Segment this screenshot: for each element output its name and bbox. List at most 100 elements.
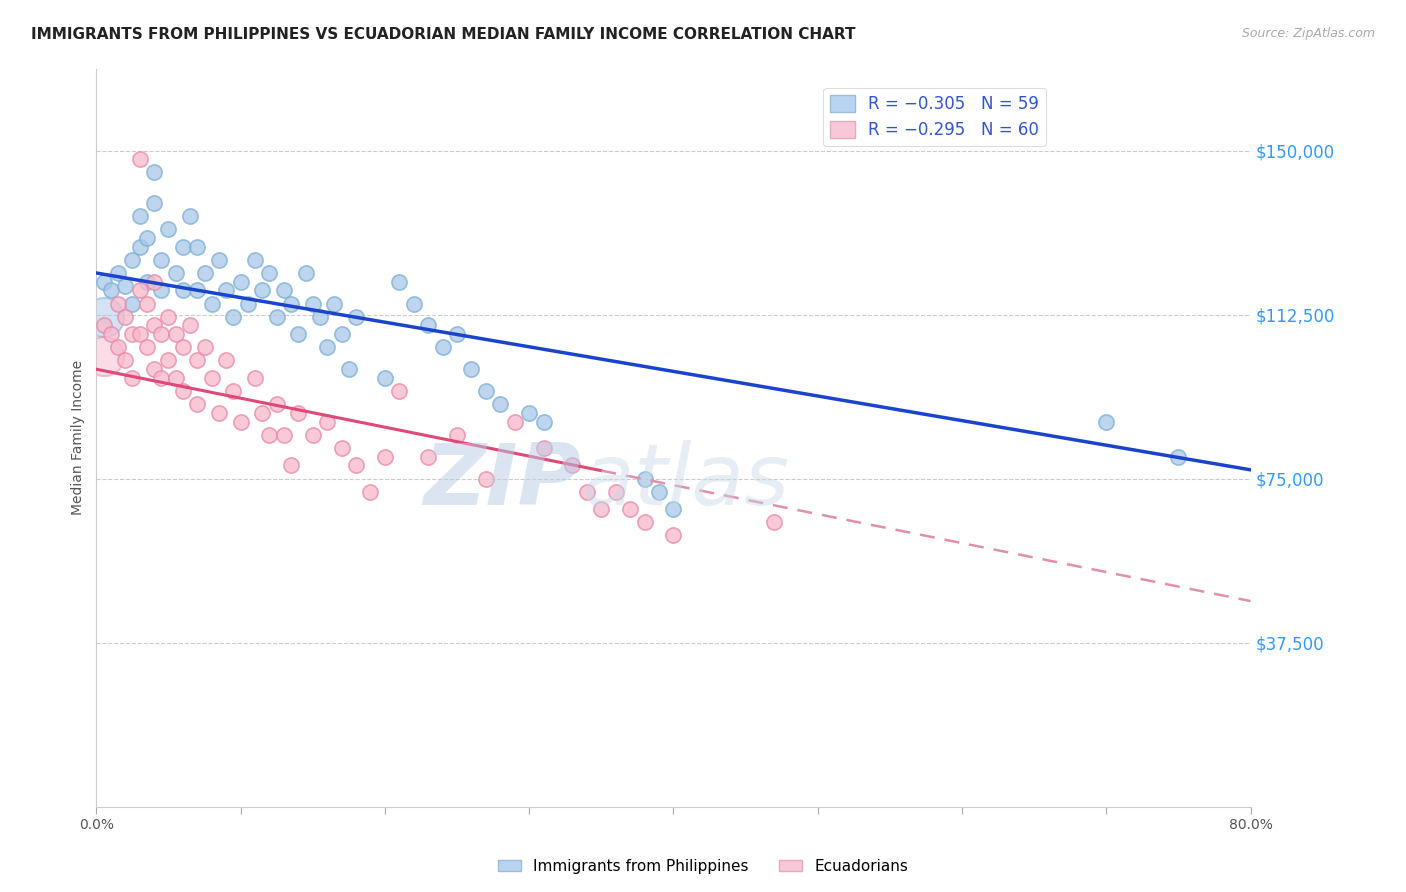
Point xyxy=(215,284,238,298)
Point xyxy=(143,318,166,333)
Point xyxy=(633,516,655,530)
Point xyxy=(605,484,627,499)
Text: IMMIGRANTS FROM PHILIPPINES VS ECUADORIAN MEDIAN FAMILY INCOME CORRELATION CHART: IMMIGRANTS FROM PHILIPPINES VS ECUADORIA… xyxy=(31,27,855,42)
Point xyxy=(648,484,671,499)
Point xyxy=(186,284,208,298)
Point xyxy=(165,266,187,280)
Point xyxy=(662,528,685,542)
Point xyxy=(575,484,598,499)
Point xyxy=(93,318,115,333)
Point xyxy=(121,252,143,267)
Point xyxy=(229,275,252,289)
Point xyxy=(128,209,150,223)
Point xyxy=(157,222,180,236)
Point xyxy=(107,296,129,310)
Point xyxy=(128,327,150,342)
Point xyxy=(287,406,309,420)
Point xyxy=(150,327,173,342)
Point xyxy=(143,275,166,289)
Point xyxy=(128,153,150,167)
Point xyxy=(121,296,143,310)
Point xyxy=(374,371,396,385)
Point xyxy=(172,240,194,254)
Point xyxy=(135,231,157,245)
Point xyxy=(266,397,288,411)
Point xyxy=(100,284,122,298)
Legend: Immigrants from Philippines, Ecuadorians: Immigrants from Philippines, Ecuadorians xyxy=(492,853,914,880)
Point xyxy=(128,284,150,298)
Point xyxy=(533,415,555,429)
Point xyxy=(186,397,208,411)
Point xyxy=(252,406,274,420)
Point xyxy=(316,340,339,354)
Point xyxy=(165,371,187,385)
Point xyxy=(114,353,136,368)
Point xyxy=(330,327,353,342)
Point xyxy=(561,458,583,473)
Point xyxy=(107,266,129,280)
Point xyxy=(591,502,613,516)
Point xyxy=(418,450,440,464)
Point xyxy=(222,384,245,398)
Point xyxy=(418,318,440,333)
Point xyxy=(201,296,224,310)
Point xyxy=(517,406,540,420)
Point xyxy=(344,310,367,324)
Point xyxy=(208,252,231,267)
Point xyxy=(215,353,238,368)
Point xyxy=(323,296,346,310)
Point xyxy=(114,279,136,293)
Point xyxy=(114,310,136,324)
Point xyxy=(446,327,468,342)
Point xyxy=(143,165,166,179)
Point xyxy=(193,340,215,354)
Point xyxy=(388,275,411,289)
Point xyxy=(446,427,468,442)
Point xyxy=(201,371,224,385)
Point xyxy=(135,296,157,310)
Point xyxy=(243,252,266,267)
Point xyxy=(662,502,685,516)
Point xyxy=(489,397,512,411)
Point xyxy=(229,415,252,429)
Text: Source: ZipAtlas.com: Source: ZipAtlas.com xyxy=(1241,27,1375,40)
Point xyxy=(150,252,173,267)
Point xyxy=(157,353,180,368)
Point xyxy=(503,415,526,429)
Point xyxy=(1167,450,1189,464)
Point xyxy=(93,349,115,363)
Point xyxy=(150,284,173,298)
Point xyxy=(259,427,281,442)
Point xyxy=(121,371,143,385)
Point xyxy=(402,296,425,310)
Point xyxy=(273,284,295,298)
Point xyxy=(100,327,122,342)
Point xyxy=(359,484,381,499)
Point xyxy=(460,362,482,376)
Point xyxy=(280,458,302,473)
Point xyxy=(388,384,411,398)
Point xyxy=(475,384,498,398)
Point xyxy=(243,371,266,385)
Point xyxy=(135,275,157,289)
Point xyxy=(186,353,208,368)
Point xyxy=(172,384,194,398)
Point xyxy=(107,340,129,354)
Y-axis label: Median Family Income: Median Family Income xyxy=(72,360,86,515)
Point xyxy=(287,327,309,342)
Point xyxy=(619,502,641,516)
Point xyxy=(280,296,302,310)
Point xyxy=(121,327,143,342)
Point xyxy=(633,472,655,486)
Point xyxy=(1095,415,1118,429)
Point xyxy=(763,516,786,530)
Point xyxy=(128,240,150,254)
Point xyxy=(294,266,316,280)
Point xyxy=(301,427,323,442)
Point xyxy=(222,310,245,324)
Point xyxy=(266,310,288,324)
Point xyxy=(208,406,231,420)
Text: atlas: atlas xyxy=(581,441,789,524)
Point xyxy=(337,362,360,376)
Point xyxy=(330,441,353,455)
